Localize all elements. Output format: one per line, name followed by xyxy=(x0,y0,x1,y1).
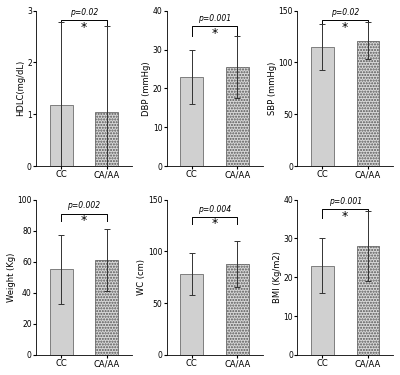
Bar xyxy=(50,105,72,166)
Text: p=0.001: p=0.001 xyxy=(198,14,231,23)
Text: p=0.02: p=0.02 xyxy=(331,8,359,17)
Bar xyxy=(50,270,72,355)
Bar xyxy=(226,67,249,166)
Text: *: * xyxy=(212,217,218,231)
Text: *: * xyxy=(81,214,87,227)
Bar xyxy=(226,264,249,355)
Text: p=0.001: p=0.001 xyxy=(328,197,362,206)
Bar xyxy=(95,260,118,355)
Text: *: * xyxy=(81,21,87,34)
Bar xyxy=(95,112,118,166)
Bar xyxy=(180,77,203,166)
Bar xyxy=(311,266,334,355)
Text: *: * xyxy=(342,210,348,223)
Bar xyxy=(311,47,334,166)
Y-axis label: SBP (mmHg): SBP (mmHg) xyxy=(268,62,277,115)
Text: p=0.004: p=0.004 xyxy=(198,204,231,213)
Bar xyxy=(180,274,203,355)
Y-axis label: HDLC(mg/dL): HDLC(mg/dL) xyxy=(16,60,26,117)
Bar xyxy=(356,41,379,166)
Y-axis label: DBP (mmHg): DBP (mmHg) xyxy=(142,61,151,116)
Bar xyxy=(356,246,379,355)
Text: p=0.002: p=0.002 xyxy=(68,201,100,210)
Y-axis label: Weight (Kg): Weight (Kg) xyxy=(7,252,16,302)
Text: *: * xyxy=(212,27,218,40)
Text: *: * xyxy=(342,21,348,34)
Y-axis label: BMI (Kg/m2): BMI (Kg/m2) xyxy=(273,251,282,303)
Y-axis label: WC (cm): WC (cm) xyxy=(138,259,146,295)
Text: p=0.02: p=0.02 xyxy=(70,8,98,17)
